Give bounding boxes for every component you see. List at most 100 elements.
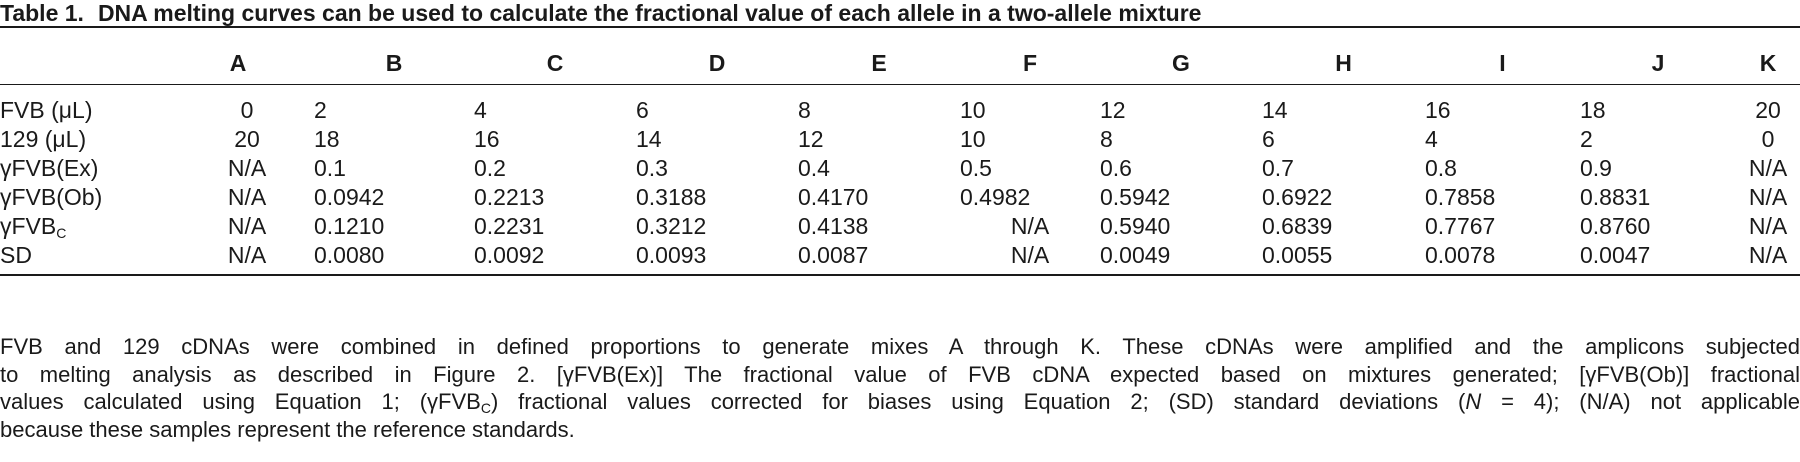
cell-value: 0.0093: [636, 242, 707, 268]
table-cell: 20: [1736, 96, 1800, 125]
table-cell: 0.0087: [798, 241, 960, 270]
cell-value: 0.6: [1100, 155, 1132, 181]
table-cell: 0.3: [636, 154, 798, 183]
table-cell: N/A: [162, 212, 314, 241]
cell-value: 6: [1262, 126, 1275, 152]
cell-value: 0: [240, 97, 254, 123]
column-header-g: G: [1172, 49, 1190, 76]
column-header-i: I: [1499, 49, 1506, 76]
table-cell: 4: [474, 96, 636, 125]
table-cell: 0.6: [1100, 154, 1262, 183]
spacer-row: [0, 78, 1800, 96]
table-cell: 0.6922: [1262, 183, 1425, 212]
table-cell: 0.7767: [1425, 212, 1580, 241]
table-cell: N/A: [960, 241, 1100, 270]
table-cell: 2: [314, 96, 474, 125]
table-cell: 0.0047: [1580, 241, 1736, 270]
table-cell: 14: [1262, 96, 1425, 125]
table-cell: 6: [1262, 125, 1425, 154]
table-cell: 0.0093: [636, 241, 798, 270]
caption-line-3: values calculated using Equation 1; (γFV…: [0, 388, 1800, 416]
row-label: SD: [0, 241, 162, 270]
cell-value: N/A: [227, 155, 267, 181]
table-cell: 8: [1100, 125, 1262, 154]
table-cell: 0.8760: [1580, 212, 1736, 241]
header-row: A B C D E F G H I J K: [0, 48, 1800, 78]
table-caption: FVB and 129 cDNAs were combined in defin…: [0, 333, 1800, 443]
table-cell: N/A: [1736, 154, 1800, 183]
cell-value: 0.0049: [1100, 242, 1171, 268]
caption-n-symbol: N: [1465, 389, 1482, 414]
row-label-subscript: C: [56, 225, 67, 241]
cell-value: 0.0080: [314, 242, 385, 268]
column-header-h: H: [1335, 49, 1352, 76]
cell-value: 0.4982: [960, 184, 1031, 210]
cell-value: 0.7: [1262, 155, 1294, 181]
table-cell: N/A: [162, 241, 314, 270]
cell-value: 0.0055: [1262, 242, 1333, 268]
table-row: γFVBC N/A 0.1210 0.2231 0.3212 0.4138 N/A 0.594…: [0, 212, 1800, 241]
cell-value: 0.4: [798, 155, 830, 181]
cell-value: 20: [234, 126, 260, 152]
caption-line-3c: = 4); (N/A) not applicable: [1481, 389, 1800, 414]
table-cell: 0.4: [798, 154, 960, 183]
table-cell: 0.6839: [1262, 212, 1425, 241]
cell-value: 0.5940: [1100, 213, 1171, 239]
table-cell: 0.9: [1580, 154, 1736, 183]
table-cell: 12: [798, 125, 960, 154]
table-cell: 0.3212: [636, 212, 798, 241]
header-blank: [0, 48, 162, 78]
column-header-c: C: [546, 49, 564, 76]
table-cell: 0.4138: [798, 212, 960, 241]
cell-value: 0.8831: [1580, 184, 1651, 210]
cell-value: 0.6839: [1262, 213, 1333, 239]
cell-value: 8: [798, 97, 811, 123]
table-cell: 0.0049: [1100, 241, 1262, 270]
cell-value: 0.8760: [1580, 213, 1651, 239]
cell-value: 0.0092: [474, 242, 545, 268]
cell-value: 0.0078: [1425, 242, 1496, 268]
table-cell: 6: [636, 96, 798, 125]
cell-value: 0.1210: [314, 213, 385, 239]
caption-line-3a: values calculated using Equation 1; (γFV…: [0, 389, 481, 414]
cell-value: 0.0087: [798, 242, 869, 268]
table-cell: 0: [1736, 125, 1800, 154]
table-cell: 18: [314, 125, 474, 154]
table-cell: 10: [960, 125, 1100, 154]
cell-value: N/A: [1748, 155, 1788, 181]
column-header-a: A: [229, 49, 247, 76]
cell-value: 0.3188: [636, 184, 707, 210]
table-cell: N/A: [960, 212, 1100, 241]
table-cell: 16: [1425, 96, 1580, 125]
table-cell: 20: [162, 125, 314, 154]
table-row: 129 (μL) 20 18 16 14 12 10 8 6 4 2 0: [0, 125, 1800, 154]
table-cell: 0.4982: [960, 183, 1100, 212]
cell-value: 0.5: [960, 155, 992, 181]
column-header-e: E: [871, 49, 887, 76]
row-label: γFVB(Ob): [0, 183, 162, 212]
caption-line-1: FVB and 129 cDNAs were combined in defin…: [0, 334, 1800, 359]
cell-value: N/A: [1010, 242, 1050, 268]
cell-value: 0.1: [314, 155, 346, 181]
table-cell: 0.0942: [314, 183, 474, 212]
table-cell: 0: [162, 96, 314, 125]
cell-value: 18: [1580, 97, 1606, 123]
caption-line-4: because these samples represent the refe…: [0, 416, 575, 442]
column-header-b: B: [385, 49, 403, 76]
table-cell: 0.2: [474, 154, 636, 183]
cell-value: 0.0047: [1580, 242, 1651, 268]
cell-value: 0: [1761, 126, 1775, 152]
table-cell: 0.7: [1262, 154, 1425, 183]
cell-value: 14: [1262, 97, 1288, 123]
row-label-text: γFVB: [0, 213, 57, 239]
table-cell: 0.1: [314, 154, 474, 183]
table-cell: 0.2213: [474, 183, 636, 212]
cell-value: N/A: [1748, 213, 1788, 239]
table-row: FVB (μL) 0 2 4 6 8 10 12 14 16 18 20: [0, 96, 1800, 125]
cell-value: 0.9: [1580, 155, 1612, 181]
cell-value: 12: [798, 126, 824, 152]
cell-value: 4: [474, 97, 487, 123]
table-cell: 0.0080: [314, 241, 474, 270]
cell-value: 12: [1100, 97, 1126, 123]
table-cell: 2: [1580, 125, 1736, 154]
